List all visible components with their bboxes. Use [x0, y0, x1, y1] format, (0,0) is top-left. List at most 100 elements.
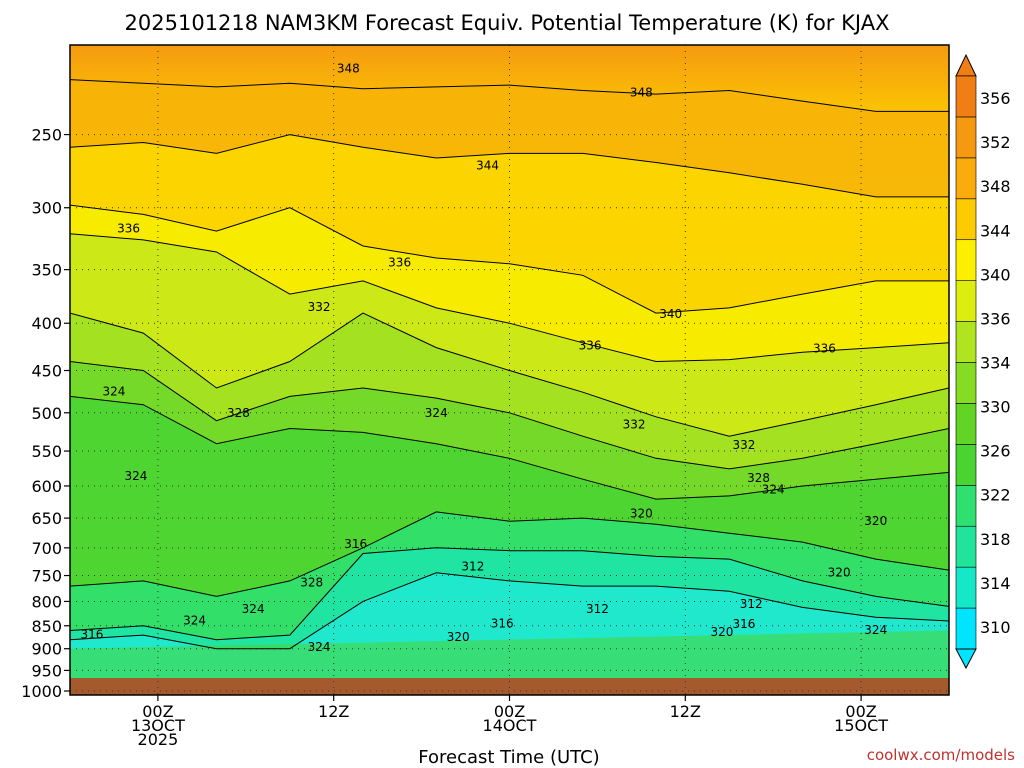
y-axis: 250 300 350 400 450 500 550 600 650 700 750 800 850 9…: [21, 126, 70, 701]
colorbar-segment-10: [955, 198, 977, 241]
colorbar-label: 314: [980, 574, 1011, 593]
colorbar-label: 318: [980, 530, 1011, 549]
x-tick-label: 00Z: [845, 702, 876, 721]
contour-label: 324: [308, 640, 331, 654]
colorbar-label: 330: [980, 398, 1011, 417]
contour-line-348: [70, 79, 949, 112]
terrain-ground: [70, 678, 949, 695]
y-tick-label: 750: [31, 567, 62, 586]
chart-title: 2025101218 NAM3KM Forecast Equiv. Potent…: [125, 11, 890, 35]
contour-label: 324: [864, 623, 887, 637]
x-tick-label: 12Z: [670, 702, 701, 721]
contour-label: 324: [242, 602, 265, 616]
colorbar-segment-7: [955, 321, 977, 363]
contour-label: 312: [586, 602, 609, 616]
contour-label: 332: [308, 300, 331, 314]
x-tick-label: 13OCT: [131, 716, 185, 735]
colorbar-segment-4: [955, 444, 977, 486]
colorbar-segment-5: [955, 403, 977, 445]
contour-label: 336: [579, 339, 602, 353]
contour-label: 320: [630, 507, 653, 521]
colorbar-top-arrow: [955, 53, 977, 77]
contour-label: 324: [762, 482, 785, 496]
y-tick-label: 800: [31, 592, 62, 611]
colorbar-label: 322: [980, 486, 1011, 505]
contour-label: 320: [447, 630, 470, 644]
y-tick-label: 550: [31, 442, 62, 461]
y-tick-label: 500: [31, 404, 62, 423]
colorbar-segment-8: [955, 280, 977, 322]
contour-label: 320: [710, 625, 733, 639]
contour-line-344: [70, 134, 949, 198]
contour-line-312: [70, 572, 949, 650]
contour-line-340: [70, 204, 949, 314]
contour-label: 328: [300, 575, 323, 589]
contour-line-324: [70, 395, 949, 500]
x-tick-label: 00Z: [142, 702, 173, 721]
x-tick-label: 2025: [138, 730, 179, 749]
contour-label: 328: [227, 406, 250, 420]
colorbar-segment-9: [955, 239, 977, 281]
contour-label: 340: [659, 307, 682, 321]
contour-label: 320: [828, 565, 851, 579]
x-axis-label: Forecast Time (UTC): [418, 747, 599, 768]
contour-label: 324: [183, 614, 206, 628]
contour-label: 348: [630, 85, 653, 99]
contour-line-316: [70, 547, 949, 641]
colorbar-label: 340: [980, 265, 1011, 284]
contour-label: 316: [732, 617, 755, 631]
y-tick-label: 1000: [21, 682, 62, 701]
colorbar-segment-13: [955, 75, 977, 118]
x-tick-label: 12Z: [318, 702, 349, 721]
contour-layer: [70, 79, 949, 650]
colorbar-label: 352: [980, 133, 1011, 152]
x-tick-label: 15OCT: [834, 716, 888, 735]
contour-label: 332: [732, 438, 755, 452]
y-tick-label: 400: [31, 314, 62, 333]
y-tick-label: 350: [31, 261, 62, 280]
contour-line-320: [70, 511, 949, 597]
contour-label: 316: [491, 616, 514, 630]
contour-label: 312: [740, 597, 763, 611]
colorbar-segment-11: [955, 157, 977, 200]
x-tick-label: 00Z: [494, 702, 525, 721]
contour-label: 312: [461, 559, 484, 573]
contour-line-332: [70, 312, 949, 437]
y-tick-label: 850: [31, 617, 62, 636]
colorbar-label: 344: [980, 221, 1011, 240]
contour-label: 324: [425, 406, 448, 420]
colorbar-segment-0: [955, 607, 977, 650]
colorbar-label: 336: [980, 309, 1011, 328]
contour-label: 336: [813, 341, 836, 355]
contour-label: 324: [124, 469, 147, 483]
contour-label: 320: [864, 514, 887, 528]
colorbar-label: 326: [980, 442, 1011, 461]
contour-label: 336: [388, 256, 411, 270]
colorbar-label: 310: [980, 618, 1011, 637]
contour-label: 328: [747, 471, 770, 485]
colorbar-label: 356: [980, 89, 1011, 108]
colorbar-segment-3: [955, 484, 977, 527]
contour-label: 332: [623, 418, 646, 432]
y-tick-label: 600: [31, 477, 62, 496]
colorbar: 310 314 318 322 326 330 334 336 340 344 348 352 356: [955, 53, 1011, 670]
contour-line-336: [70, 233, 949, 363]
colorbar-bottom-arrow: [955, 648, 977, 670]
colorbar-segment-12: [955, 116, 977, 159]
colorbar-segment-6: [955, 362, 977, 404]
y-tick-label: 300: [31, 199, 62, 218]
x-tick-label: 14OCT: [483, 716, 537, 735]
colorbar-label: 334: [980, 354, 1011, 373]
contour-label: 316: [344, 537, 367, 551]
y-tick-label: 700: [31, 539, 62, 558]
credit-text: coolwx.com/models: [867, 746, 1015, 764]
colorbar-segment-1: [955, 566, 977, 609]
colorbar-segment-2: [955, 525, 977, 568]
contour-label: 336: [117, 222, 140, 236]
y-tick-label: 250: [31, 126, 62, 145]
colorbar-label: 348: [980, 177, 1011, 196]
